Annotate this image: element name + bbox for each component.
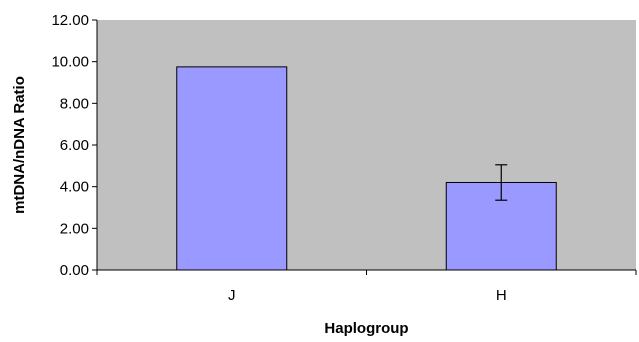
y-axis-ticks: 0.00 2.00 4.00 6.00 8.00 10.00 12.00 <box>51 12 97 279</box>
bars <box>176 66 557 271</box>
error-bars <box>495 164 508 201</box>
y-tick-label: 2.00 <box>60 220 89 237</box>
x-tick-label: J <box>228 287 236 304</box>
y-tick-label: 8.00 <box>60 95 89 112</box>
x-tick-label: H <box>496 287 507 304</box>
y-tick-label: 4.00 <box>60 179 89 196</box>
y-tick-label: 12.00 <box>51 12 89 29</box>
y-axis-title: mtDNA/nDNA Ratio <box>11 76 28 214</box>
y-tick-label: 6.00 <box>60 137 89 154</box>
bar-j <box>176 66 288 271</box>
x-axis-title: Haplogroup <box>324 320 408 337</box>
y-tick-label: 0.00 <box>60 262 89 279</box>
y-tick-label: 10.00 <box>51 54 89 71</box>
